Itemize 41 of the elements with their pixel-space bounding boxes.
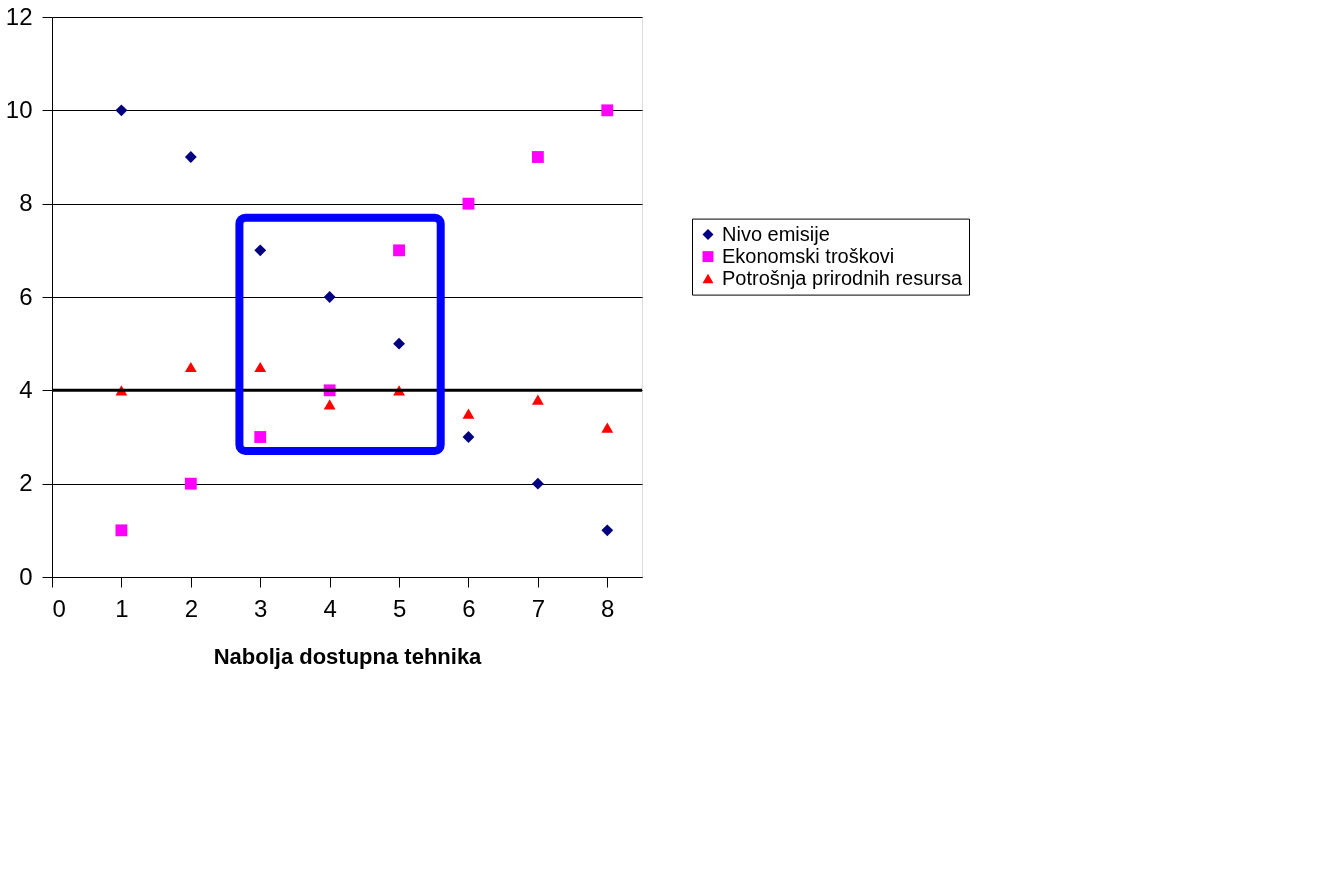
x-tick-label: 8: [601, 594, 615, 622]
point: [393, 244, 405, 257]
x-tick-label: 2: [184, 594, 198, 622]
point: [254, 361, 267, 373]
point: [323, 399, 336, 410]
x-tick-label: 1: [115, 594, 129, 622]
point: [254, 244, 267, 257]
point: [601, 104, 614, 117]
x-tick-label: 3: [254, 594, 268, 622]
y-tick-label: 6: [19, 282, 33, 310]
x-tick-label: 4: [323, 594, 337, 622]
point: [462, 408, 475, 419]
legend-label: Ekonomski troškovi: [722, 244, 895, 267]
legend-label: Nivo emisije: [722, 222, 830, 245]
y-tick-label: 4: [19, 375, 33, 403]
point: [393, 337, 405, 350]
x-tick-label: 5: [392, 594, 407, 622]
point: [184, 361, 197, 373]
x-tick-label: 6: [462, 594, 476, 622]
point: [184, 477, 197, 490]
x-tick-label: 7: [531, 594, 546, 622]
y-tick-label: 0: [19, 562, 33, 590]
point: [184, 151, 197, 163]
point: [531, 477, 544, 490]
x-tick-label: 0: [52, 594, 66, 622]
y-tick-label: 12: [5, 2, 33, 30]
point: [531, 151, 544, 163]
point: [254, 431, 267, 443]
legend-label: Potrošnja prirodnih resursa: [722, 266, 963, 289]
point: [115, 524, 128, 537]
y-tick-label: 2: [19, 469, 33, 497]
point: [115, 104, 128, 117]
point: [601, 422, 614, 433]
point: [462, 431, 475, 443]
y-tick-label: 8: [19, 189, 33, 217]
point: [601, 524, 614, 537]
y-tick-label: 10: [5, 95, 33, 123]
point: [531, 394, 544, 405]
point: [462, 197, 475, 210]
x-axis-title: Nabolja dostupna tehnika: [213, 643, 483, 669]
point: [323, 291, 336, 303]
